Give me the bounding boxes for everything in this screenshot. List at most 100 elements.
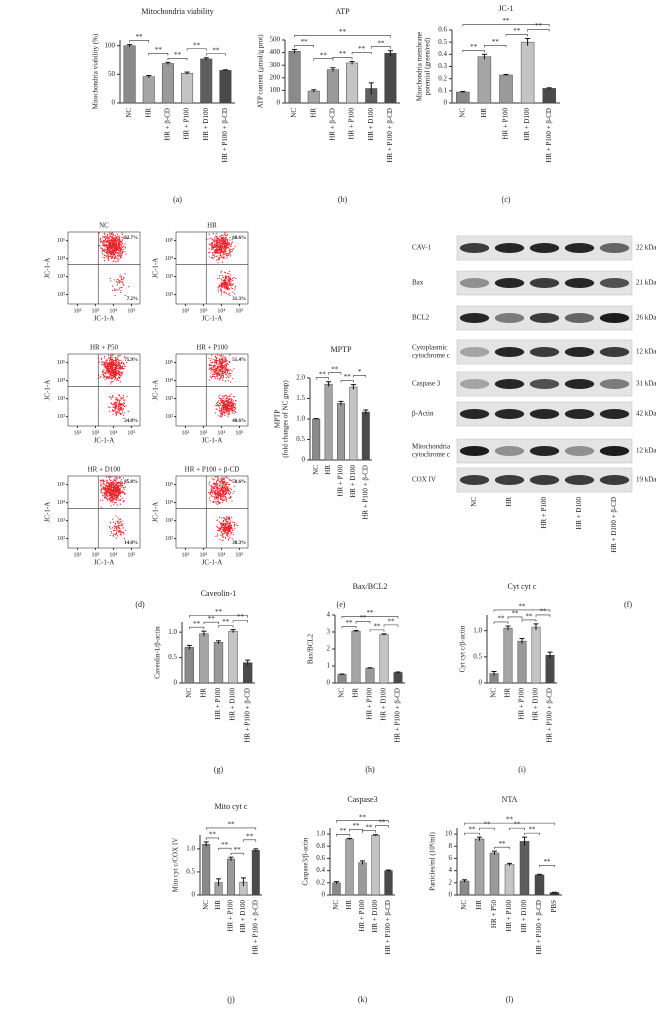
event-dot: [229, 250, 230, 251]
event-dot: [225, 281, 226, 282]
event-dot: [119, 477, 120, 478]
event-dot: [226, 235, 227, 236]
y-axis-label: Mitochondria membrane: [416, 32, 424, 101]
event-dot: [103, 483, 104, 484]
event-dot: [120, 413, 121, 414]
significance-label: **: [388, 617, 396, 625]
event-dot: [116, 372, 117, 373]
y-tick-label: 0.4: [316, 866, 325, 874]
y-axis-label: Mitochondria viability (%): [92, 33, 100, 109]
event-dot: [124, 406, 125, 407]
x-tick-label: 10⁵: [235, 430, 243, 436]
category-label: HR + P100: [358, 900, 366, 932]
event-dot: [112, 369, 113, 370]
plot-title: HR + D100: [88, 466, 121, 474]
significance-label: **: [320, 51, 328, 59]
event-dot: [122, 282, 123, 283]
event-dot: [110, 370, 111, 371]
event-dot: [224, 415, 225, 416]
event-dot: [222, 500, 223, 501]
event-dot: [111, 363, 112, 364]
event-dot: [230, 396, 231, 397]
event-dot: [229, 517, 230, 518]
event-dot: [230, 375, 231, 376]
event-dot: [231, 282, 232, 283]
event-dot: [113, 235, 114, 236]
row-label: cytochrome c: [412, 451, 450, 459]
event-dot: [124, 489, 125, 490]
event-dot: [120, 290, 121, 291]
event-dot: [216, 240, 217, 241]
event-dot: [215, 378, 216, 379]
event-dot: [100, 376, 101, 377]
upper-percent: 92.7%: [124, 236, 138, 241]
event-dot: [235, 286, 236, 287]
event-dot: [217, 476, 218, 477]
event-dot: [219, 284, 220, 285]
event-dot: [107, 368, 108, 369]
category-label: HR + D100: [349, 465, 357, 498]
band: [600, 409, 629, 419]
event-dot: [222, 535, 223, 536]
x-tick-label: 10³: [200, 308, 208, 314]
event-dot: [122, 234, 123, 235]
event-dot: [124, 403, 125, 404]
event-dot: [221, 490, 222, 491]
event-dot: [109, 357, 110, 358]
event-dot: [229, 239, 230, 240]
event-dot: [219, 258, 220, 259]
event-dot: [217, 354, 218, 355]
event-dot: [118, 492, 119, 493]
event-dot: [227, 375, 228, 376]
event-dot: [222, 492, 223, 493]
event-dot: [119, 530, 120, 531]
event-dot: [226, 484, 227, 485]
row-label: COX IV: [412, 476, 436, 484]
event-dot: [118, 374, 119, 375]
category-label: HR: [345, 900, 353, 910]
category-label: HR: [504, 688, 512, 698]
event-dot: [101, 359, 102, 360]
event-dot: [216, 403, 217, 404]
event-dot: [113, 481, 114, 482]
event-dot: [116, 374, 117, 375]
event-dot: [102, 245, 103, 246]
event-dot: [105, 377, 106, 378]
event-dot: [230, 276, 231, 277]
event-dot: [215, 501, 216, 502]
event-dot: [231, 287, 232, 288]
event-dot: [122, 398, 123, 399]
event-dot: [219, 361, 220, 362]
event-dot: [120, 249, 121, 250]
y-tick-label: 0.5: [168, 653, 177, 661]
event-dot: [221, 367, 222, 368]
event-dot: [113, 261, 114, 262]
event-dot: [230, 404, 231, 405]
event-dot: [106, 369, 107, 370]
event-dot: [215, 365, 216, 366]
event-dot: [218, 396, 219, 397]
event-dot: [113, 374, 114, 375]
event-dot: [228, 491, 229, 492]
event-dot: [221, 494, 222, 495]
event-dot: [111, 240, 112, 241]
event-dot: [121, 524, 122, 525]
event-dot: [119, 377, 120, 378]
bar: [350, 387, 357, 460]
event-dot: [116, 533, 117, 534]
event-dot: [216, 481, 217, 482]
bar: [532, 627, 540, 683]
event-dot: [224, 405, 225, 406]
event-dot: [118, 248, 119, 249]
event-dot: [116, 476, 117, 477]
event-dot: [210, 360, 211, 361]
event-dot: [109, 232, 110, 233]
event-dot: [228, 530, 229, 531]
event-dot: [216, 498, 217, 499]
event-dot: [215, 498, 216, 499]
event-dot: [230, 249, 231, 250]
event-dot: [120, 530, 121, 531]
category-label: HR: [214, 900, 222, 910]
event-dot: [103, 377, 104, 378]
significance-label: **: [346, 619, 354, 627]
